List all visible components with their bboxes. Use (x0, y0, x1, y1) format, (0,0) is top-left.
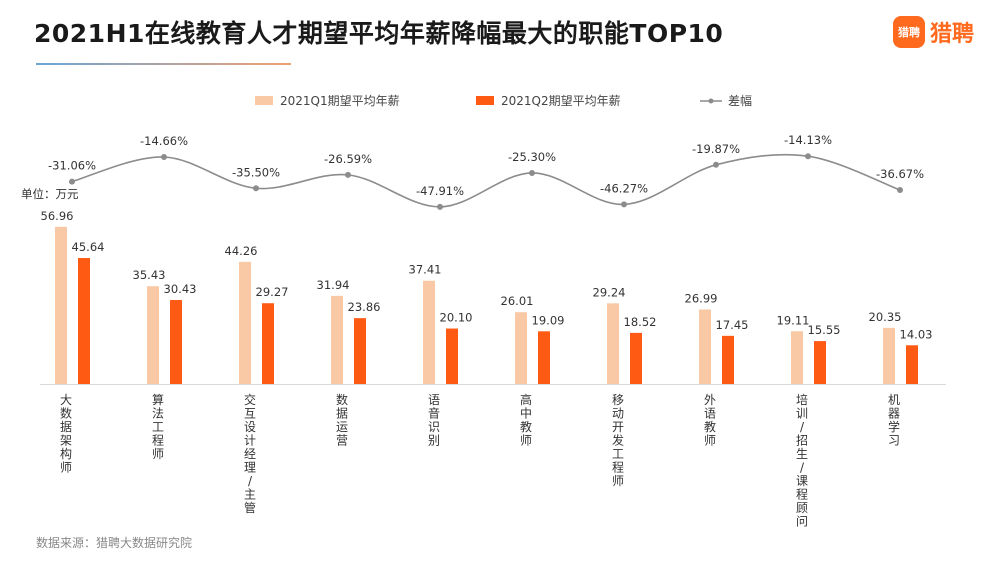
diff-point-1 (69, 178, 75, 185)
diff-label-7: -46.27% (600, 181, 648, 195)
diff-label-9: -14.13% (784, 133, 832, 147)
bar-label-q2-5: 20.10 (440, 311, 473, 325)
bar-q1-6 (515, 312, 527, 384)
category-label-9: 培训/招生/课程顾问 (796, 392, 808, 529)
bar-q2-10 (906, 345, 918, 384)
bar-q2-4 (354, 318, 366, 384)
bar-label-q2-4: 23.86 (348, 300, 381, 314)
bar-label-q2-9: 15.55 (808, 323, 841, 337)
page-title: 2021H1在线教育人才期望平均年薪降幅最大的职能TOP10 (34, 19, 724, 48)
category-label-8: 外语教师 (704, 393, 716, 448)
bar-q2-8 (722, 335, 734, 384)
bar-label-q2-1: 45.64 (72, 240, 105, 254)
bar-label-q1-6: 26.01 (501, 294, 534, 308)
category-label-2: 算法工程师 (152, 392, 164, 461)
bar-q1-7 (607, 303, 619, 384)
diff-point-7 (621, 201, 627, 208)
category-label-3: 交互设计经理/主管 (244, 392, 256, 515)
diff-point-8 (713, 161, 719, 168)
bar-label-q1-7: 29.24 (593, 285, 626, 299)
bar-q1-3 (239, 261, 251, 384)
diff-point-10 (897, 187, 903, 194)
bar-label-q2-8: 17.45 (716, 318, 749, 332)
diff-label-3: -35.50% (232, 165, 280, 179)
diff-label-10: -36.67% (876, 167, 924, 181)
title-underline (36, 63, 291, 65)
bar-label-q2-10: 14.03 (900, 327, 933, 341)
legend-swatch-1 (255, 96, 273, 105)
category-label-5: 语音识别 (428, 393, 440, 448)
diff-point-4 (345, 171, 351, 178)
bar-label-q1-8: 26.99 (685, 292, 718, 306)
diff-label-5: -47.91% (416, 184, 464, 198)
category-label-1: 大数据架构师 (60, 393, 72, 475)
bar-q1-1 (55, 226, 67, 384)
brand-logo-icon: 猎聘 (892, 16, 925, 48)
bar-q2-5 (446, 328, 458, 384)
diff-label-4: -26.59% (324, 152, 372, 166)
legend-line-marker (708, 98, 714, 104)
bar-label-q2-2: 30.43 (164, 282, 197, 296)
diff-label-6: -25.30% (508, 150, 556, 164)
category-labels: 大数据架构师 算法工程师 交互设计经理/主管 数据运营 语音识别 高中教师 移动开发工程师 外… (60, 392, 900, 529)
bar-label-q1-9: 19.11 (777, 313, 810, 327)
diff-line-layer: -31.06% -14.66% -35.50% -26.59% -47.91% -25.3… (48, 133, 924, 210)
diff-point-6 (529, 169, 535, 176)
bar-label-q2-7: 18.52 (624, 315, 657, 329)
brand-name: 猎聘 (929, 22, 974, 47)
diff-label-2: -14.66% (140, 134, 188, 148)
chart-legend: 2021Q1期望平均年薪 2021Q2期望平均年薪 差幅 (255, 93, 752, 108)
bar-label-q1-10: 20.35 (869, 310, 902, 324)
bar-q1-10 (883, 327, 895, 384)
diff-point-2 (161, 153, 167, 160)
bar-q2-3 (262, 303, 274, 384)
category-label-6: 高中教师 (520, 392, 532, 448)
legend-label-3: 差幅 (728, 93, 752, 108)
diff-point-5 (437, 203, 443, 210)
legend-swatch-2 (476, 96, 494, 105)
bar-label-q2-3: 29.27 (256, 285, 289, 299)
legend-label-2: 2021Q2期望平均年薪 (501, 94, 621, 108)
diff-line (71, 153, 901, 208)
bar-label-q1-3: 44.26 (225, 244, 258, 258)
bar-q1-4 (331, 295, 343, 384)
category-label-10: 机器学习 (888, 393, 900, 448)
bar-q2-7 (630, 332, 642, 384)
diff-label-1: -31.06% (48, 159, 96, 173)
bar-q1-2 (147, 286, 159, 384)
bar-q1-8 (699, 309, 711, 384)
data-source: 数据来源：猎聘大数据研究院 (36, 536, 193, 550)
bar-label-q2-6: 19.09 (532, 313, 565, 327)
brand: 猎聘 猎聘 (892, 16, 974, 48)
category-label-7: 移动开发工程师 (612, 393, 624, 488)
bar-q2-9 (814, 341, 826, 384)
unit-label: 单位：万元 (21, 187, 79, 201)
bar-q1-9 (791, 331, 803, 384)
category-label-4: 数据运营 (336, 392, 348, 448)
bar-q2-2 (170, 300, 182, 384)
legend-label-1: 2021Q1期望平均年薪 (280, 94, 400, 108)
bar-q2-6 (538, 331, 550, 384)
bar-label-q1-1: 56.96 (41, 209, 74, 223)
diff-point-3 (253, 185, 259, 192)
bar-label-q1-5: 37.41 (409, 263, 442, 277)
diff-point-9 (805, 153, 811, 160)
bar-label-q1-2: 35.43 (133, 268, 166, 282)
diff-label-8: -19.87% (692, 142, 740, 156)
bar-q1-5 (423, 280, 435, 384)
bar-label-q1-4: 31.94 (317, 278, 350, 292)
bar-q2-1 (78, 258, 90, 384)
